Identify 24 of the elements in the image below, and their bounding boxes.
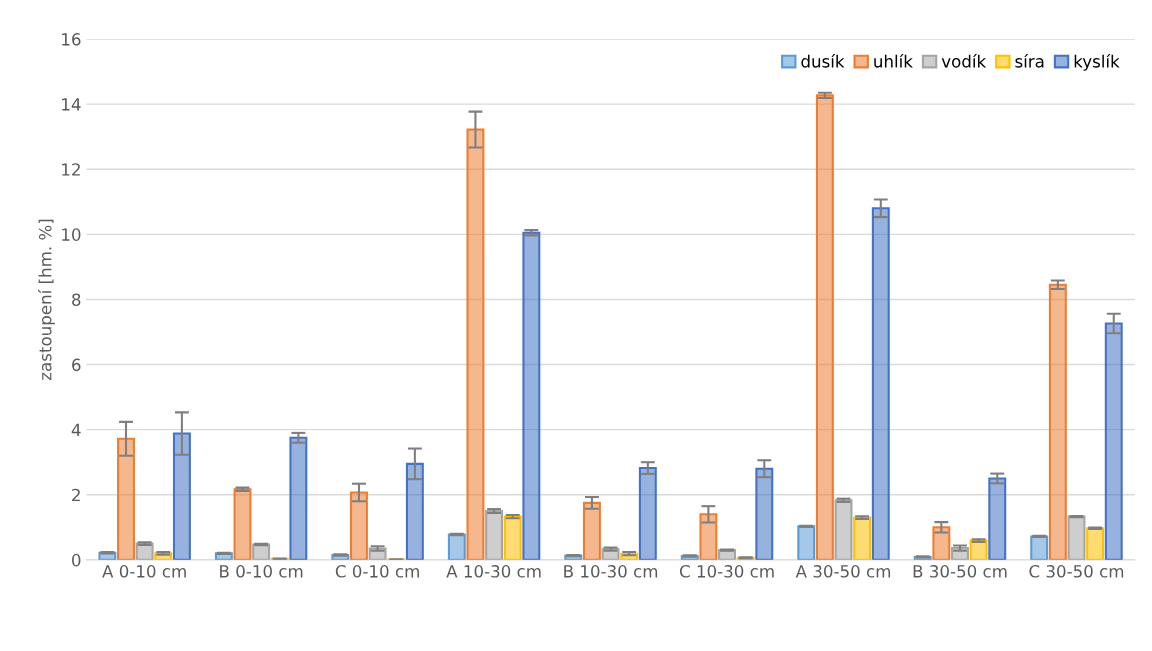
x-tick-label: B 30-50 cm [913,565,1007,578]
x-tick-label: A 0-10 cm [102,565,186,578]
legend-label: síra [1015,54,1044,68]
y-axis-title: zastoupení [hm. %] [37,219,55,380]
x-tick-label: B 0-10 cm [220,565,303,578]
y-tick-label: 10 [62,228,81,241]
y-tick-label: 2 [72,488,80,502]
y-tick-label: 14 [62,98,81,111]
x-tick-label: B 10-30 cm [564,565,658,578]
y-tick-label: 4 [71,423,81,436]
y-tick-label: 8 [72,293,81,307]
y-tick-label: 6 [72,358,81,372]
y-tick-label: 0 [72,553,81,567]
x-tick-label: C 0-10 cm [335,565,419,578]
x-tick-label: C 10-30 cm [679,565,774,578]
y-tick-label: 16 [62,33,81,46]
legend-label: kyslík [1074,54,1120,71]
legend-label: vodík [941,54,987,68]
x-tick-label: A 10-30 cm [446,565,541,578]
legend-label: uhlík [874,54,913,68]
x-tick-label: A 30-50 cm [795,565,891,578]
legend-label: dusík [801,54,845,68]
x-tick-label: C 30-50 cm [1029,565,1124,578]
y-tick-label: 12 [62,163,80,176]
